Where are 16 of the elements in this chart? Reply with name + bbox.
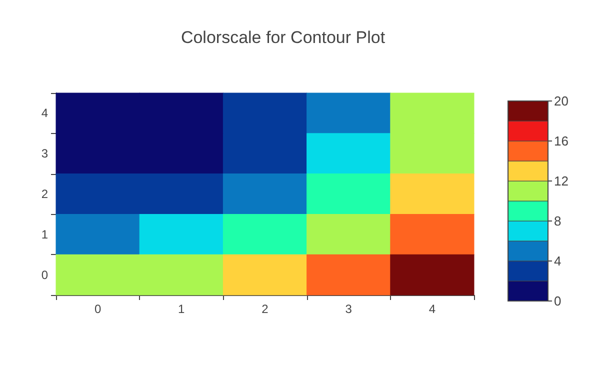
y-tick-label: 1 xyxy=(41,227,48,242)
x-tick-label: 3 xyxy=(345,302,352,316)
color-bar-label: 8 xyxy=(554,214,562,228)
y-tick-label: 2 xyxy=(41,187,48,201)
y-tick-label: 3 xyxy=(41,146,48,161)
color-bar-label: 20 xyxy=(554,94,568,108)
x-tick-label: 2 xyxy=(262,302,269,316)
y-tick-label: 4 xyxy=(41,106,48,120)
y-tick-label: 0 xyxy=(41,268,48,282)
color-bar-label: 12 xyxy=(554,174,568,188)
x-tick-label: 1 xyxy=(178,302,186,316)
x-tick-label: 4 xyxy=(428,302,436,316)
x-tick-label: 0 xyxy=(94,302,102,316)
chart-title: Colorscale for Contour Plot xyxy=(180,28,386,47)
color-bar-label: 4 xyxy=(554,254,562,268)
color-bar-label: 16 xyxy=(554,134,568,148)
